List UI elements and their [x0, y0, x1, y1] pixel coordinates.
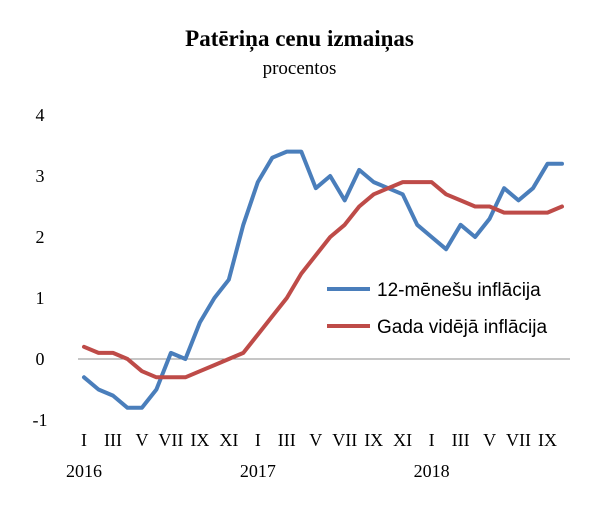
x-tick-label: I: [255, 430, 261, 450]
x-tick-label: IX: [364, 430, 383, 450]
x-tick-label: XI: [219, 430, 238, 450]
chart-title: Patēriņa cenu izmaiņas: [185, 26, 414, 51]
legend-label-1: Gada vidējā inflācija: [377, 317, 547, 338]
y-tick-label: 3: [36, 166, 45, 186]
x-tick-label: III: [104, 430, 122, 450]
x-tick-label: VII: [158, 430, 183, 450]
x-tick-label: VII: [332, 430, 357, 450]
legend: 12-mēnešu inflācija Gada vidējā inflācija: [327, 280, 547, 338]
x-tick-label: III: [452, 430, 470, 450]
x-tick-label: IX: [538, 430, 557, 450]
x-tick-label: IX: [190, 430, 209, 450]
series-line-1: [82, 180, 564, 380]
y-tick-label: 4: [36, 105, 45, 125]
series-group: [82, 149, 564, 410]
legend-label-0: 12-mēnešu inflācija: [377, 280, 541, 301]
year-label: 2017: [240, 461, 276, 481]
x-tick-label: V: [309, 430, 322, 450]
y-tick-label: 1: [36, 288, 45, 308]
x-tick-label: VII: [506, 430, 531, 450]
y-axis: -1 0 1 2 3 4: [33, 105, 48, 430]
x-tick-label: I: [81, 430, 87, 450]
y-tick-label: 2: [36, 227, 45, 247]
y-tick-label: -1: [33, 410, 48, 430]
year-label: 2018: [414, 461, 450, 481]
x-tick-label: V: [135, 430, 148, 450]
x-tick-label: V: [483, 430, 496, 450]
y-tick-label: 0: [36, 349, 45, 369]
x-tick-label: III: [278, 430, 296, 450]
chart-subtitle: procentos: [262, 58, 337, 79]
series-line-0: [82, 149, 564, 410]
year-label: 2016: [66, 461, 102, 481]
x-tick-label: I: [429, 430, 435, 450]
x-tick-label: XI: [393, 430, 412, 450]
